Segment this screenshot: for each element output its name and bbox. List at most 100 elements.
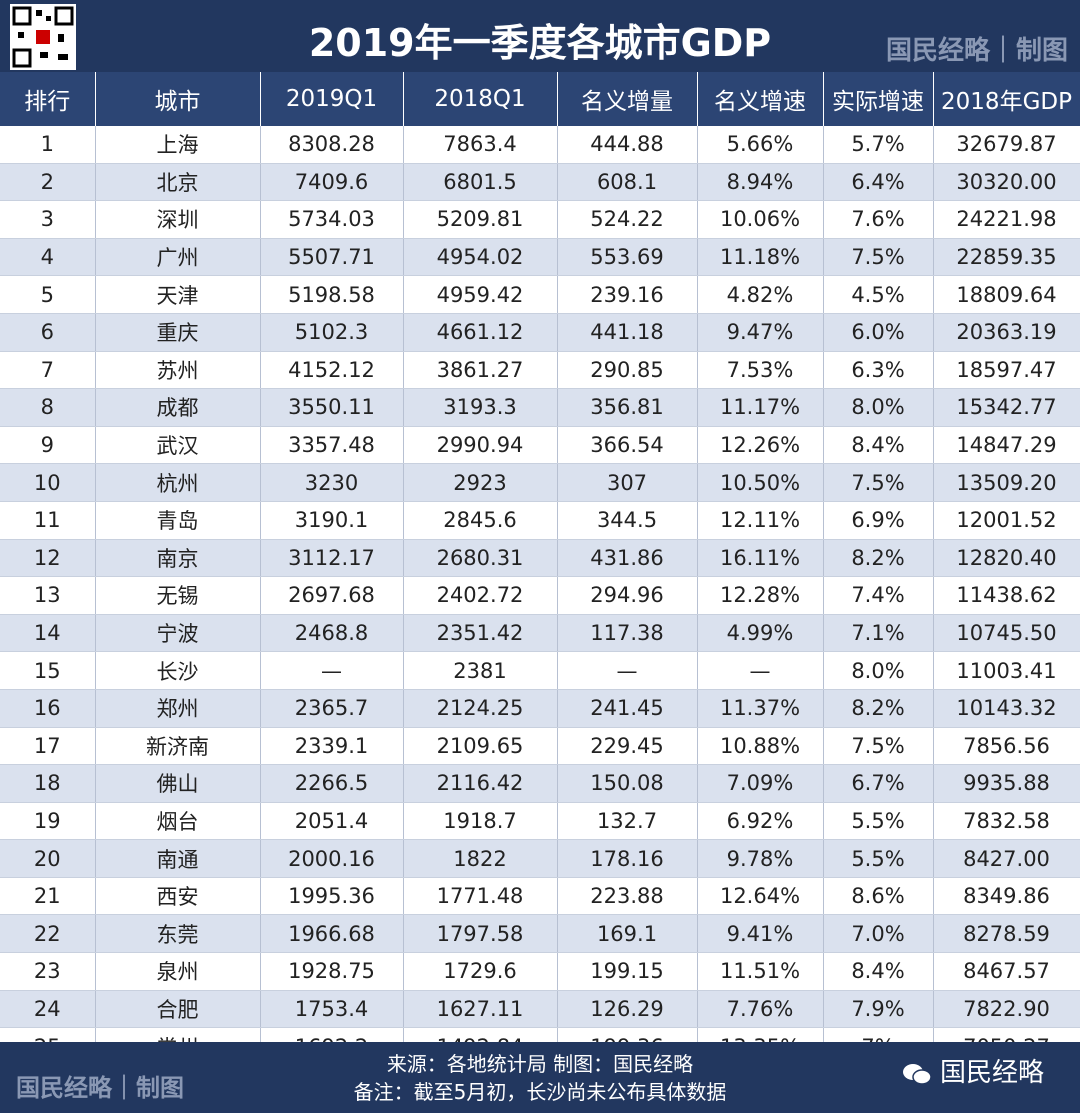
cell: 11.17% [697, 388, 824, 427]
cell: 2116.42 [403, 764, 558, 803]
cell: 8.2% [823, 689, 934, 728]
cell: 合肥 [95, 990, 261, 1029]
cell: 12001.52 [933, 501, 1080, 540]
cell: 8.0% [823, 388, 934, 427]
row: 22 东莞 1966.68 1797.58 169.1 9.41% 7.0% 8278.59 [0, 914, 1080, 954]
cell: 7.1% [823, 614, 934, 653]
cell: 宁波 [95, 614, 261, 653]
row: 9 武汉 3357.48 2990.94 366.54 12.26% 8.4% 14847.2… [0, 426, 1080, 465]
column-header: 城市 [95, 72, 261, 126]
cell: 深圳 [95, 200, 261, 239]
cell: 11003.41 [933, 651, 1080, 690]
cell: 2124.25 [403, 689, 558, 728]
row: 1 上海 8308.28 7863.4 444.88 5.66% 5.7% 32679.87 [0, 126, 1080, 164]
cell: 1 [0, 126, 96, 164]
cell: 8.4% [823, 952, 934, 991]
cell: 17 [0, 727, 96, 766]
cell: 18597.47 [933, 351, 1080, 390]
cell: 南京 [95, 539, 261, 578]
cell: 4.99% [697, 614, 824, 653]
row: 19 烟台 2051.4 1918.7 132.7 6.92% 5.5% 7832.58 [0, 802, 1080, 841]
cell: 4.5% [823, 275, 934, 314]
cell: 6.9% [823, 501, 934, 540]
cell: 7.5% [823, 727, 934, 766]
row: 20 南通 2000.16 1822 178.16 9.78% 5.5% 8427.00 [0, 839, 1080, 878]
cell: 356.81 [557, 388, 698, 427]
cell: 16.11% [697, 539, 824, 578]
cell: 2339.1 [260, 727, 404, 766]
cell: 上海 [95, 126, 261, 164]
note: 备注：截至5月初，长沙尚未公布具体数据 [353, 1080, 727, 1104]
cell: 11.51% [697, 952, 824, 991]
cell: 307 [557, 463, 698, 502]
cell: — [557, 651, 698, 690]
cell: 7409.6 [260, 163, 404, 202]
cell: 15 [0, 651, 96, 690]
cell: 431.86 [557, 539, 698, 578]
cell: 8 [0, 388, 96, 427]
cell: 2365.7 [260, 689, 404, 728]
cell: 东莞 [95, 914, 261, 954]
cell: 长沙 [95, 651, 261, 690]
cell: 20363.19 [933, 313, 1080, 352]
cell: 20 [0, 839, 96, 878]
cell: 241.45 [557, 689, 698, 728]
cell: 1627.11 [403, 990, 558, 1029]
cell: 3112.17 [260, 539, 404, 578]
cell: 7856.56 [933, 727, 1080, 766]
cell: 9 [0, 426, 96, 465]
cell: 7863.4 [403, 126, 558, 164]
cell: 18809.64 [933, 275, 1080, 314]
cell: 10.50% [697, 463, 824, 502]
cell: 3861.27 [403, 351, 558, 390]
cell: 4661.12 [403, 313, 558, 352]
cell: — [260, 651, 404, 690]
column-header: 名义增量 [557, 72, 698, 126]
row: 3 深圳 5734.03 5209.81 524.22 10.06% 7.6% 24221.9… [0, 200, 1080, 239]
row: 2 北京 7409.6 6801.5 608.1 8.94% 6.4% 30320.00 [0, 163, 1080, 202]
cell: 2680.31 [403, 539, 558, 578]
cell: 杭州 [95, 463, 261, 502]
footer: 国民经略｜制图 来源：各地统计局 制图：国民经略 备注：截至5月初，长沙尚未公布… [0, 1042, 1080, 1113]
cell: 2381 [403, 651, 558, 690]
cell: 7.9% [823, 990, 934, 1029]
source: 来源：各地统计局 制图：国民经略 [386, 1052, 694, 1076]
cell: 608.1 [557, 163, 698, 202]
cell: 北京 [95, 163, 261, 202]
cell: 6.7% [823, 764, 934, 803]
cell: 22 [0, 914, 96, 954]
column-header: 2018年GDP [933, 72, 1080, 126]
cell: 444.88 [557, 126, 698, 164]
cell: 佛山 [95, 764, 261, 803]
cell: 2 [0, 163, 96, 202]
cell: 5.66% [697, 126, 824, 164]
cell: 290.85 [557, 351, 698, 390]
cell: 5734.03 [260, 200, 404, 239]
cell: 5102.3 [260, 313, 404, 352]
cell: 6.4% [823, 163, 934, 202]
cell: 6.3% [823, 351, 934, 390]
cell: 1928.75 [260, 952, 404, 991]
row: 14 宁波 2468.8 2351.42 117.38 4.99% 7.1% 10745.50 [0, 614, 1080, 653]
row: 7 苏州 4152.12 3861.27 290.85 7.53% 6.3% 18597.47 [0, 351, 1080, 390]
cell: 8.94% [697, 163, 824, 202]
cell: 7 [0, 351, 96, 390]
cell: 32679.87 [933, 126, 1080, 164]
cell: 13 [0, 576, 96, 615]
cell: 10.88% [697, 727, 824, 766]
cell: 7.4% [823, 576, 934, 615]
footer-credit: 国民经略｜制图 [16, 1074, 184, 1102]
cell: 14847.29 [933, 426, 1080, 465]
cell: 2845.6 [403, 501, 558, 540]
cell: 成都 [95, 388, 261, 427]
cell: 5209.81 [403, 200, 558, 239]
row: 17 新济南 2339.1 2109.65 229.45 10.88% 7.5% 7856.5… [0, 727, 1080, 766]
cell: 553.69 [557, 238, 698, 277]
cell: 16 [0, 689, 96, 728]
cell: 5.7% [823, 126, 934, 164]
cell: 7.53% [697, 351, 824, 390]
cell: 2266.5 [260, 764, 404, 803]
cell: 2923 [403, 463, 558, 502]
cell: 24221.98 [933, 200, 1080, 239]
cell: 苏州 [95, 351, 261, 390]
